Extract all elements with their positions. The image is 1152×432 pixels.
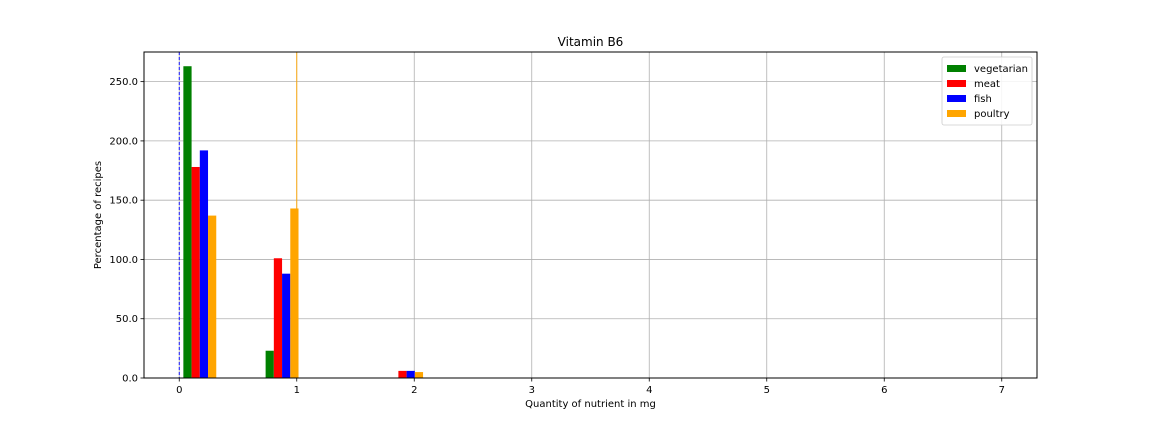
bar-meat	[398, 370, 407, 378]
x-tick-label: 1	[294, 385, 300, 396]
legend-swatch-vegetarian	[947, 65, 966, 72]
legend-label-meat: meat	[974, 79, 1000, 90]
y-tick-label: 50.0	[116, 314, 138, 325]
bars	[183, 66, 424, 378]
axis-ticks: 0 1 2 3 4 5 6 7 0.0 50.0 100.0 150.0 200.0 250.0	[109, 77, 1005, 396]
y-tick-label: 100.0	[109, 255, 138, 266]
y-tick-label: 0.0	[122, 374, 138, 385]
bar-fish	[199, 150, 209, 378]
x-tick-label: 6	[881, 385, 887, 396]
x-tick-label: 5	[764, 385, 770, 396]
reference-lines	[178, 52, 298, 378]
legend-swatch-fish	[947, 95, 966, 102]
legend-swatch-meat	[947, 80, 966, 87]
legend-label-fish: fish	[974, 94, 992, 105]
bar-meat	[191, 166, 200, 378]
y-axis-label: Percentage of recipes	[93, 161, 104, 269]
bar-meat	[273, 258, 283, 378]
legend-swatch-poultry	[947, 110, 966, 117]
x-axis-label: Quantity of nutrient in mg	[525, 399, 656, 410]
x-tick-label: 7	[999, 385, 1005, 396]
x-tick-label: 0	[176, 385, 182, 396]
x-tick-label: 2	[411, 385, 417, 396]
bar-poultry	[290, 208, 299, 378]
bar-fish	[282, 273, 291, 378]
legend-label-vegetarian: vegetarian	[974, 64, 1028, 75]
plot-frame	[143, 51, 1038, 379]
legend: vegetarian meat fish poultry	[941, 56, 1033, 126]
bar-fish	[406, 370, 415, 378]
x-tick-label: 4	[646, 385, 652, 396]
bar-vegetarian	[265, 350, 274, 378]
y-tick-label: 150.0	[109, 196, 138, 207]
bar-poultry	[414, 372, 424, 378]
bar-poultry	[208, 215, 217, 378]
legend-label-poultry: poultry	[974, 109, 1010, 120]
bar-vegetarian	[183, 66, 192, 378]
chart-title: Vitamin B6	[558, 35, 624, 49]
legend-box	[941, 56, 1033, 126]
y-tick-label: 200.0	[109, 136, 138, 147]
x-tick-label: 3	[529, 385, 535, 396]
y-tick-label: 250.0	[109, 77, 138, 88]
